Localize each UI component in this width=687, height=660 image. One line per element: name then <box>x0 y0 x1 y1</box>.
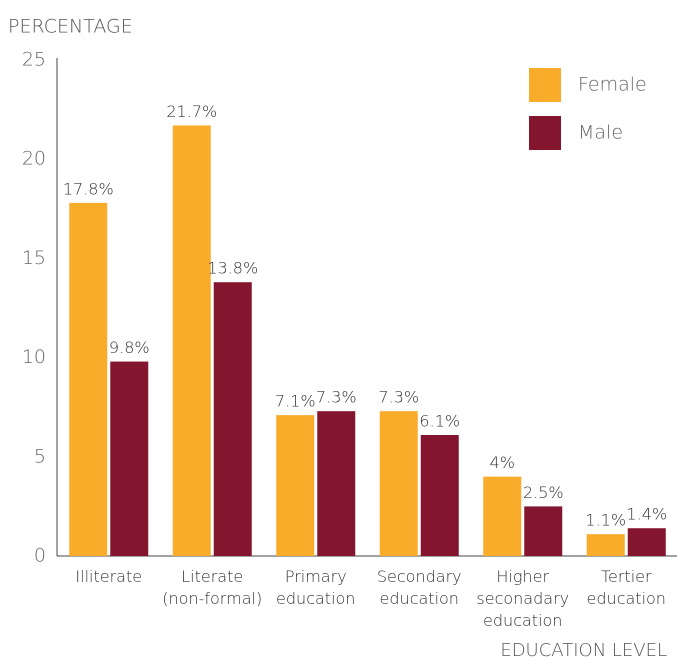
bar <box>213 282 252 556</box>
legend-swatch <box>529 116 561 150</box>
legend-label: Female <box>578 74 647 96</box>
bar <box>379 411 418 556</box>
bar <box>420 434 459 556</box>
legend-label: Male <box>578 122 623 144</box>
value-label: 2.5% <box>523 483 564 502</box>
value-label: 17.8% <box>63 179 114 198</box>
bar <box>172 125 211 557</box>
y-tick-label: 25 <box>22 49 46 71</box>
value-label: 1.4% <box>626 505 667 524</box>
value-label: 6.1% <box>419 411 460 430</box>
x-tick-label: Literate (non-formal) <box>162 567 262 608</box>
value-label: 4% <box>490 453 515 472</box>
y-tick-label: 5 <box>34 445 46 467</box>
legend-swatch <box>529 68 561 102</box>
bar <box>627 528 666 556</box>
y-tick-label: 20 <box>22 148 46 170</box>
bar <box>276 415 315 556</box>
value-label: 13.8% <box>207 259 258 278</box>
y-tick-label: 0 <box>34 545 46 567</box>
value-label: 7.1% <box>275 392 316 411</box>
x-tick-label: Secondary education <box>377 567 462 608</box>
bar <box>69 202 108 556</box>
bar <box>483 476 522 556</box>
bar <box>524 506 563 556</box>
x-tick-label: Illiterate <box>75 567 142 586</box>
y-axis-label: PERCENTAGE <box>8 16 133 38</box>
bar <box>586 534 625 556</box>
value-label: 21.7% <box>166 102 217 121</box>
x-tick-label: Primary education <box>276 567 355 608</box>
value-label: 1.1% <box>585 511 626 530</box>
value-label: 7.3% <box>378 388 419 407</box>
x-tick-label: Tertier education <box>587 567 666 608</box>
x-axis-label: EDUCATION LEVEL <box>500 640 667 660</box>
y-tick-label: 10 <box>22 346 46 368</box>
value-label: 7.3% <box>316 388 357 407</box>
bar <box>317 411 356 556</box>
bar <box>110 361 149 556</box>
value-label: 9.8% <box>109 338 150 357</box>
y-tick-label: 15 <box>22 247 46 269</box>
x-tick-label: Higher seconadary education <box>476 567 569 630</box>
